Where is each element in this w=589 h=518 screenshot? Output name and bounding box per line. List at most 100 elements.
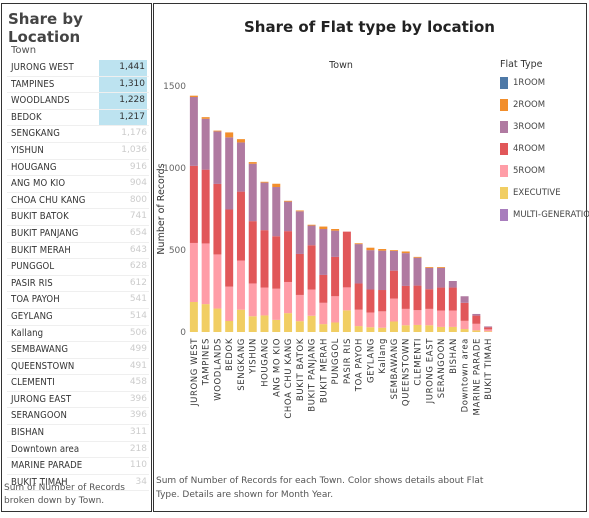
bar-segment[interactable] [437, 267, 446, 268]
bar-segment[interactable] [307, 245, 316, 290]
bar-segment[interactable] [413, 257, 422, 286]
bar-segment[interactable] [354, 244, 363, 284]
bar-segment[interactable] [354, 326, 363, 332]
bar-segment[interactable] [413, 285, 422, 311]
bar-segment[interactable] [448, 287, 457, 311]
bar-segment[interactable] [354, 283, 363, 310]
table-row[interactable]: PASIR RIS 612 [7, 276, 149, 293]
bar-segment[interactable] [319, 226, 328, 230]
bar-segment[interactable] [248, 162, 257, 164]
table-row[interactable]: BISHAN 311 [7, 425, 149, 442]
bar-segment[interactable] [472, 313, 481, 316]
bar-segment[interactable] [354, 243, 363, 245]
bar-segment[interactable] [331, 230, 340, 257]
bar-segment[interactable] [437, 326, 446, 332]
bar-segment[interactable] [260, 181, 269, 183]
bar-segment[interactable] [342, 287, 351, 311]
bar-segment[interactable] [472, 323, 481, 331]
bar-segment[interactable] [378, 250, 387, 291]
bar-segment[interactable] [460, 302, 469, 321]
bar-segment[interactable] [295, 253, 304, 295]
bar-segment[interactable] [201, 118, 210, 170]
table-row[interactable]: QUEENSTOWN 491 [7, 359, 149, 376]
table-row[interactable]: YISHUN 1,036 [7, 143, 149, 160]
bar-segment[interactable] [307, 224, 316, 226]
bar-segment[interactable] [248, 163, 257, 222]
table-row[interactable]: PUNGGOL 628 [7, 259, 149, 276]
bar-segment[interactable] [213, 130, 222, 132]
bar-segment[interactable] [460, 296, 469, 303]
bar-segment[interactable] [272, 187, 281, 237]
bar-segment[interactable] [319, 302, 328, 325]
bar-segment[interactable] [284, 231, 293, 282]
bar-segment[interactable] [260, 182, 269, 231]
bar-segment[interactable] [319, 274, 328, 303]
table-row[interactable]: ANG MO KIO 904 [7, 176, 149, 193]
bar-segment[interactable] [201, 243, 210, 305]
bar-segment[interactable] [189, 165, 198, 243]
table-row[interactable]: TAMPINES 1,310 [7, 76, 149, 94]
bar-segment[interactable] [378, 249, 387, 251]
table-row[interactable]: WOODLANDS 1,228 [7, 93, 149, 110]
bar-segment[interactable] [413, 256, 422, 258]
bar-segment[interactable] [484, 331, 493, 332]
bar-segment[interactable] [284, 313, 293, 332]
bar-segment[interactable] [284, 200, 293, 202]
bar-segment[interactable] [354, 309, 363, 327]
bar-segment[interactable] [484, 329, 493, 332]
bar-segment[interactable] [460, 320, 469, 330]
bar-segment[interactable] [484, 326, 493, 328]
bar-segment[interactable] [366, 327, 375, 332]
bar-segment[interactable] [366, 312, 375, 328]
table-row[interactable]: BUKIT BATOK 741 [7, 209, 149, 226]
bar-segment[interactable] [389, 321, 398, 333]
bar-segment[interactable] [331, 256, 340, 297]
bar-segment[interactable] [389, 298, 398, 322]
bar-segment[interactable] [189, 95, 198, 97]
bar-segment[interactable] [225, 286, 234, 322]
table-row[interactable]: BUKIT PANJANG 654 [7, 226, 149, 243]
table-row[interactable]: MARINE PARADE 110 [7, 458, 149, 475]
bar-segment[interactable] [389, 270, 398, 299]
bar-segment[interactable] [295, 211, 304, 254]
table-row[interactable]: BUKIT MERAH 643 [7, 243, 149, 260]
bar-segment[interactable] [425, 325, 434, 332]
bar-segment[interactable] [366, 247, 375, 251]
table-row[interactable]: SEMBAWANG 499 [7, 342, 149, 359]
bar-segment[interactable] [378, 327, 387, 332]
table-row[interactable]: JURONG EAST 396 [7, 392, 149, 409]
bar-segment[interactable] [342, 310, 351, 332]
bar-segment[interactable] [201, 117, 210, 119]
bar-segment[interactable] [331, 296, 340, 323]
bar-segment[interactable] [389, 250, 398, 271]
bar-segment[interactable] [448, 281, 457, 288]
bar-segment[interactable] [272, 288, 281, 320]
table-row[interactable]: GEYLANG 514 [7, 309, 149, 326]
bar-segment[interactable] [248, 283, 257, 317]
bar-segment[interactable] [295, 294, 304, 322]
bar-segment[interactable] [236, 142, 245, 192]
bar-segment[interactable] [225, 209, 234, 287]
bar-segment[interactable] [284, 201, 293, 232]
table-row[interactable]: SENGKANG 1,176 [7, 126, 149, 143]
bar-segment[interactable] [401, 325, 410, 332]
table-row[interactable]: BUKIT TIMAH 34 [7, 475, 149, 492]
bar-segment[interactable] [401, 253, 410, 286]
bar-segment[interactable] [319, 229, 328, 275]
table-row[interactable]: BEDOK 1,217 [7, 109, 149, 127]
bar-segment[interactable] [307, 289, 316, 316]
bar-segment[interactable] [213, 308, 222, 332]
bar-segment[interactable] [201, 304, 210, 332]
table-row[interactable]: CLEMENTI 458 [7, 375, 149, 392]
bar-segment[interactable] [342, 231, 351, 288]
bar-segment[interactable] [448, 326, 457, 332]
bar-segment[interactable] [213, 183, 222, 255]
bar-segment[interactable] [460, 329, 469, 332]
bar-segment[interactable] [437, 287, 446, 311]
bar-segment[interactable] [189, 96, 198, 166]
bar-segment[interactable] [425, 289, 434, 309]
bar-segment[interactable] [366, 289, 375, 313]
bar-segment[interactable] [248, 221, 257, 284]
bar-segment[interactable] [189, 301, 198, 332]
bar-segment[interactable] [366, 250, 375, 290]
